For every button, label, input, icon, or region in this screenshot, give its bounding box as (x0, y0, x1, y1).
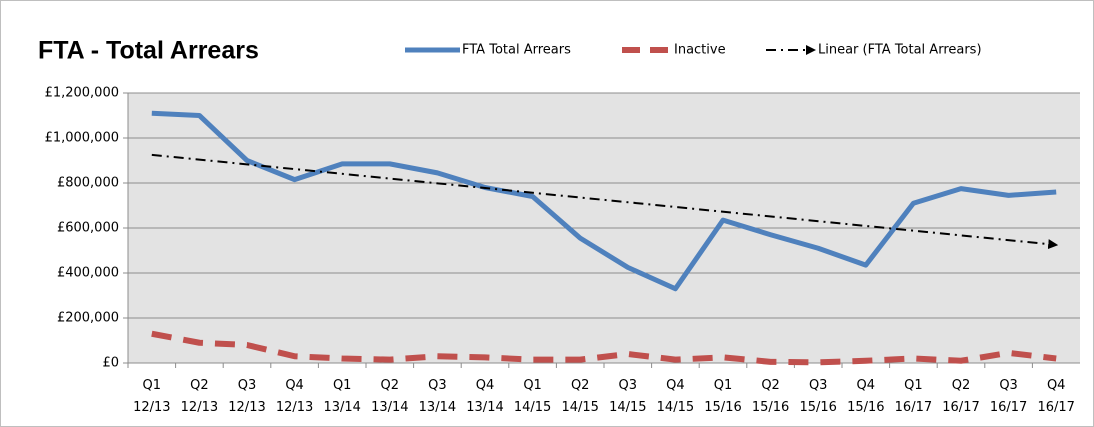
trend-line (151, 153, 1059, 250)
y-tick-label: £200,000 (57, 311, 119, 326)
series-line (151, 110, 1057, 292)
x-tick-label: Q2 13/14 (371, 378, 408, 415)
x-tick-label: Q1 15/16 (704, 378, 741, 415)
x-tick-label: Q4 15/16 (847, 378, 884, 415)
y-tick-label: £1,000,000 (45, 131, 119, 146)
x-tick-label: Q1 16/17 (895, 378, 932, 415)
x-tick-label: Q3 15/16 (799, 378, 836, 415)
legend-label: Inactive (674, 43, 726, 58)
x-tick-label: Q4 14/15 (657, 378, 694, 415)
x-tick-label: Q2 16/17 (942, 378, 979, 415)
legend-label: FTA Total Arrears (462, 43, 571, 58)
x-tick-label: Q3 16/17 (990, 378, 1027, 415)
legend-label: Linear (FTA Total Arrears) (818, 43, 982, 58)
series-line (151, 330, 1057, 366)
x-tick-label: Q2 14/15 (561, 378, 598, 415)
x-tick-label: Q4 12/13 (276, 378, 313, 415)
y-tick-label: £600,000 (57, 221, 119, 236)
x-tick-label: Q3 14/15 (609, 378, 646, 415)
y-tick-label: £0 (102, 356, 119, 371)
chart-title: FTA - Total Arrears (38, 37, 259, 65)
x-tick-label: Q2 12/13 (181, 378, 218, 415)
x-tick-label: Q1 14/15 (514, 378, 551, 415)
x-tick-label: Q3 13/14 (419, 378, 456, 415)
y-tick-label: £1,200,000 (45, 86, 119, 101)
y-tick-label: £400,000 (57, 266, 119, 281)
x-tick-label: Q3 12/13 (228, 378, 265, 415)
x-tick-label: Q1 13/14 (323, 378, 360, 415)
x-tick-label: Q2 15/16 (752, 378, 789, 415)
x-tick-label: Q4 16/17 (1037, 378, 1074, 415)
x-tick-label: Q4 13/14 (466, 378, 503, 415)
x-tick-label: Q1 12/13 (133, 378, 170, 415)
y-tick-label: £800,000 (57, 176, 119, 191)
